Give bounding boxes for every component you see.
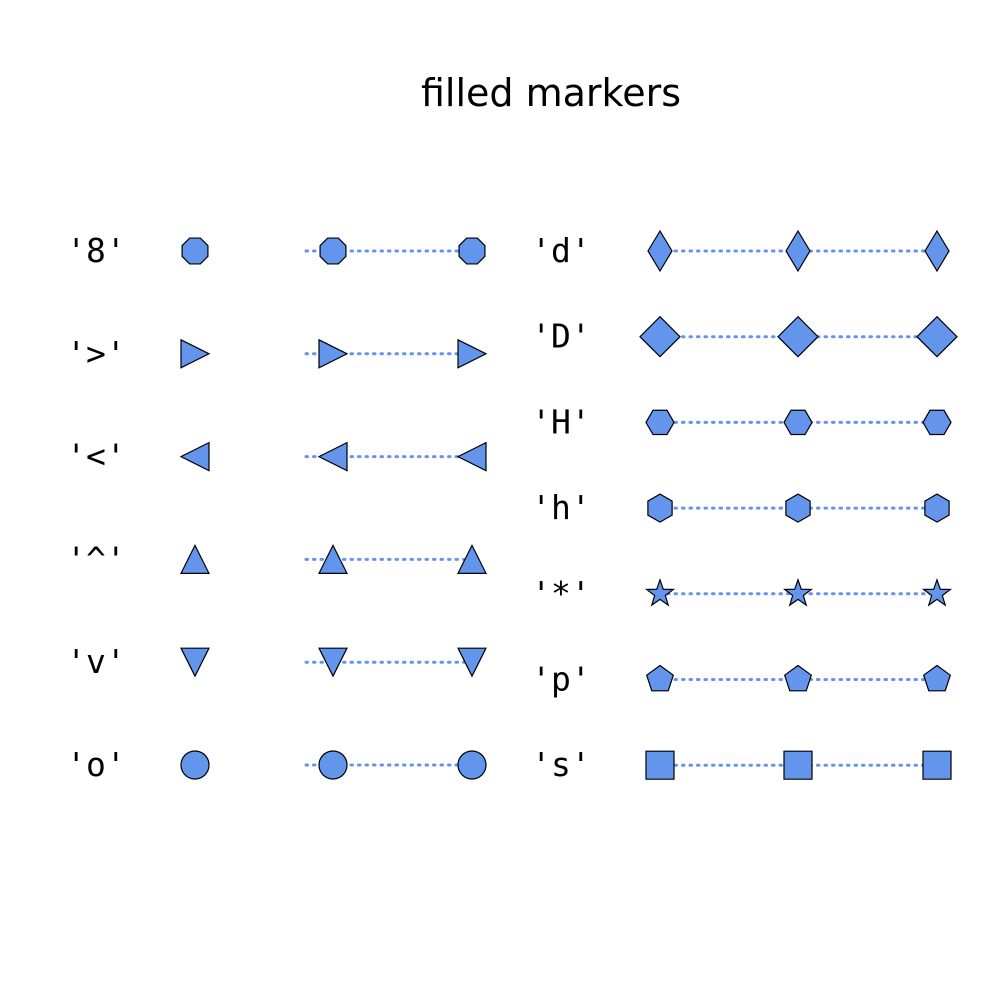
marker-label: '<': [66, 437, 126, 476]
triangle-left-marker: [458, 443, 486, 471]
marker-label: '*': [531, 574, 591, 613]
marker-row: 'v': [66, 642, 486, 681]
hexagon1-marker: [648, 494, 672, 522]
octagon-marker: [182, 238, 208, 264]
diamond-marker: [778, 317, 818, 357]
square-marker: [923, 751, 951, 779]
pentagon-marker: [924, 666, 951, 691]
triangle-left-marker: [181, 443, 209, 471]
triangle-right-marker: [181, 340, 209, 368]
marker-row: '8': [66, 231, 485, 270]
chart-title: filled markers: [421, 71, 681, 115]
thin-diamond-marker: [925, 231, 949, 271]
hexagon1-marker: [786, 494, 810, 522]
triangle-left-marker: [319, 443, 347, 471]
square-marker: [784, 751, 812, 779]
octagon-marker: [320, 238, 346, 264]
marker-label: 'p': [531, 660, 591, 699]
marker-label: 'v': [66, 642, 126, 681]
marker-row: 'p': [531, 660, 950, 699]
marker-label: 'D': [531, 317, 591, 356]
marker-row: '^': [66, 539, 486, 578]
marker-label: '8': [66, 231, 126, 270]
pentagon-marker: [647, 666, 674, 691]
marker-label: 'o': [66, 745, 126, 784]
left-panel: '8' '>' '<' '^' 'v' 'o': [66, 231, 486, 784]
marker-label: 's': [531, 745, 591, 784]
marker-label: '^': [66, 539, 126, 578]
marker-label: 'H': [531, 402, 591, 441]
marker-row: '<': [66, 437, 486, 476]
thin-diamond-marker: [786, 231, 810, 271]
marker-label: 'd': [531, 231, 591, 270]
marker-row: '*': [531, 574, 950, 613]
star-marker: [785, 580, 812, 605]
marker-row: 'h': [531, 488, 949, 527]
triangle-down-marker: [181, 648, 209, 676]
marker-row: 'd': [531, 231, 949, 271]
circle-marker: [319, 751, 347, 779]
marker-label: '>': [66, 334, 126, 373]
right-panel: 'd' 'D' 'H' 'h' '*' 'p' 's': [531, 231, 957, 784]
triangle-up-marker: [181, 545, 209, 573]
diamond-marker: [917, 317, 957, 357]
hexagon1-marker: [925, 494, 949, 522]
star-marker: [647, 580, 674, 605]
hexagon2-marker: [784, 410, 812, 434]
triangle-right-marker: [319, 340, 347, 368]
star-marker: [924, 580, 951, 605]
pentagon-marker: [785, 666, 812, 691]
hexagon2-marker: [923, 410, 951, 434]
diamond-marker: [640, 317, 680, 357]
octagon-marker: [459, 238, 485, 264]
hexagon2-marker: [646, 410, 674, 434]
marker-label: 'h': [531, 488, 591, 527]
circle-marker: [458, 751, 486, 779]
marker-row: 'o': [66, 745, 486, 784]
triangle-right-marker: [458, 340, 486, 368]
marker-row: 's': [531, 745, 951, 784]
marker-row: 'D': [531, 317, 957, 357]
square-marker: [646, 751, 674, 779]
marker-row: 'H': [531, 402, 951, 441]
circle-marker: [181, 751, 209, 779]
thin-diamond-marker: [648, 231, 672, 271]
marker-row: '>': [66, 334, 486, 373]
